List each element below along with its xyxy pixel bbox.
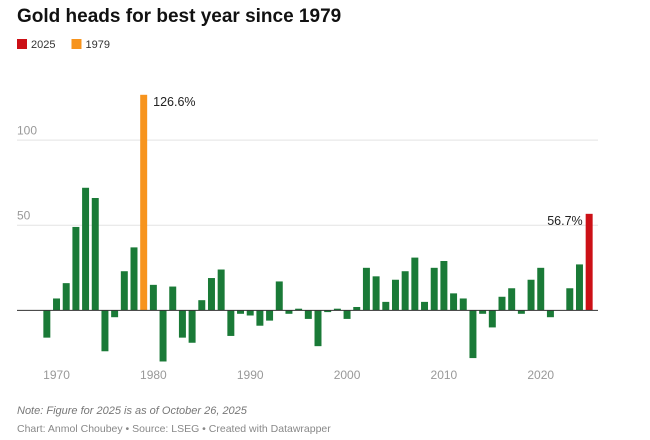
bar [537, 267, 545, 311]
bar [62, 283, 70, 311]
bar [178, 310, 186, 338]
bar [149, 284, 157, 311]
bar [382, 301, 390, 311]
legend-label: 1979 [85, 39, 109, 51]
bar [217, 269, 225, 311]
bar [227, 310, 235, 336]
bar [546, 310, 554, 318]
bar [372, 276, 380, 311]
y-tick-label: 50 [17, 208, 31, 222]
bar [246, 310, 254, 316]
bar [421, 301, 429, 311]
chart-title: Gold heads for best year since 1979 [17, 6, 341, 27]
bar [140, 94, 148, 311]
bar [266, 310, 274, 321]
legend-label: 2025 [31, 39, 55, 51]
bar [275, 281, 283, 311]
legend-swatch [17, 39, 27, 49]
x-tick-label: 1980 [140, 368, 167, 382]
bar [207, 278, 215, 311]
y-tick-label: 100 [17, 123, 37, 137]
bar [343, 310, 351, 319]
bar [130, 247, 138, 311]
bar [450, 293, 458, 311]
value-label: 56.7% [547, 214, 582, 228]
bar [353, 306, 361, 311]
bar [469, 310, 477, 359]
bar [411, 257, 419, 311]
bar [304, 310, 312, 319]
bar [295, 308, 303, 311]
bar [585, 213, 593, 311]
bar [198, 300, 206, 311]
x-tick-label: 1970 [43, 368, 70, 382]
bar [314, 310, 322, 347]
note: Note: Figure for 2025 is as of October 2… [17, 405, 248, 417]
bar [169, 286, 177, 311]
legend-swatch [71, 39, 82, 49]
bar [575, 264, 583, 311]
bar [159, 310, 167, 362]
x-tick-label: 1990 [237, 368, 264, 382]
bar [566, 288, 574, 311]
bar [498, 296, 506, 311]
bar [101, 310, 109, 352]
bar [362, 267, 370, 311]
bar [459, 298, 467, 311]
bar [391, 279, 399, 311]
bar [324, 310, 332, 313]
x-tick-label: 2000 [334, 368, 361, 382]
bar [285, 310, 293, 314]
bar [479, 310, 487, 314]
bar [488, 310, 496, 328]
bar [440, 261, 448, 311]
bar [82, 187, 90, 311]
bar [53, 298, 61, 311]
x-tick-label: 2020 [527, 368, 554, 382]
bar [401, 271, 409, 311]
bar [72, 226, 80, 311]
bar [508, 288, 516, 311]
bar [120, 271, 128, 311]
bar [430, 267, 438, 311]
bar [111, 310, 119, 318]
credit: Chart: Anmol Choubey • Source: LSEG • Cr… [17, 423, 331, 435]
bar [188, 310, 196, 343]
value-label: 126.6% [153, 95, 195, 109]
x-tick-label: 2010 [431, 368, 458, 382]
bar [43, 310, 51, 338]
bar [333, 308, 341, 311]
bar [527, 279, 535, 311]
bar [91, 197, 99, 311]
bar [237, 310, 245, 314]
bar [517, 310, 525, 314]
bar [256, 310, 264, 326]
